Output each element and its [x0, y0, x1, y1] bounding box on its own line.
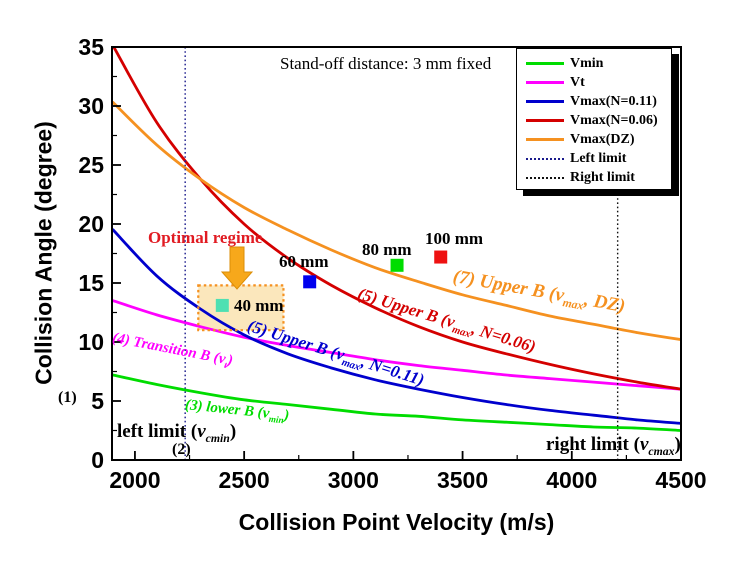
optimal-box-fill [198, 285, 284, 331]
marker-40mm [215, 298, 229, 312]
legend-item: Vmax(DZ) [517, 130, 671, 149]
x-tick-label: 2500 [218, 467, 270, 493]
x-tick-label: 3000 [327, 467, 379, 493]
optimal-regime-label: Optimal regime [148, 228, 263, 247]
limit-lines [184, 47, 619, 460]
legend-label: Vmax(DZ) [570, 131, 635, 147]
marker-60mm [303, 275, 317, 289]
legend-label: Vmin [570, 55, 604, 71]
marker-label-40mm: 40 mm [234, 296, 284, 315]
legend-swatch-solid [526, 81, 564, 84]
legend-item: Vmax(N=0.11) [517, 92, 671, 111]
legend-item: Vmax(N=0.06) [517, 111, 671, 130]
left-limit-label: left limit (vcmin) [117, 421, 237, 445]
x-tick-label: 2000 [109, 467, 161, 493]
down-arrow-icon [220, 246, 254, 290]
marker-100mm [434, 250, 448, 264]
distance-markers [215, 250, 448, 312]
y-tick-label: 10 [78, 329, 104, 355]
marker-label-80mm: 80 mm [362, 240, 412, 259]
legend-swatch-solid [526, 138, 564, 141]
curve-vmax-n-0-11- [112, 228, 681, 425]
y-tick-label: 20 [78, 211, 104, 237]
optimal-box-outline [197, 284, 285, 332]
legend-swatch-dotted [526, 157, 564, 160]
legend-item: Vt [517, 73, 671, 92]
marker-label-100mm: 100 mm [425, 229, 484, 248]
y-tick-label: 5 [91, 388, 104, 414]
standoff-note: Stand-off distance: 3 mm fixed [280, 54, 492, 73]
legend-item: Right limit [517, 168, 671, 187]
legend-label: Vmax(N=0.11) [570, 93, 657, 109]
marker-80mm [390, 258, 404, 272]
legend-label: Right limit [570, 169, 635, 185]
curves [112, 47, 681, 432]
legend-label: Vt [570, 74, 585, 90]
curve-vmin [112, 373, 681, 432]
legend-item: Vmin [517, 54, 671, 73]
optimal-regime-box [198, 285, 284, 331]
optimal-regime-box-border [197, 284, 285, 332]
legend-swatch-solid [526, 100, 564, 103]
right-limit-label: right limit (vcmax) [546, 434, 681, 458]
plot-border [111, 46, 682, 461]
region-number-1: (1) [58, 389, 77, 406]
x-tick-label: 4000 [546, 467, 598, 493]
y-tick-label: 30 [78, 93, 104, 119]
legend-label: Left limit [570, 150, 627, 166]
legend-label: Vmax(N=0.06) [570, 112, 658, 128]
x-axis-title: Collision Point Velocity (m/s) [238, 509, 555, 535]
legend-items: Vmin Vt Vmax(N=0.11) Vmax(N=0.06) Vmax(DZ) Le… [517, 54, 671, 187]
legend-swatch-dotted [526, 176, 564, 179]
region-number-2: (2) [172, 441, 191, 458]
legend-swatch-solid [526, 62, 564, 65]
axis-ticks [112, 46, 682, 461]
x-tick-label: 3500 [436, 467, 489, 493]
y-tick-label: 15 [78, 270, 104, 296]
legend-item: Left limit [517, 149, 671, 168]
legend-swatch-solid [526, 119, 564, 122]
y-tick-label: 35 [78, 34, 104, 60]
y-tick-label: 0 [91, 447, 104, 473]
curve-vmax-dz- [112, 101, 681, 341]
legend: Vmin Vt Vmax(N=0.11) Vmax(N=0.06) Vmax(DZ) Le… [516, 48, 672, 190]
y-tick-label: 25 [78, 152, 104, 178]
curve-vt [112, 299, 681, 391]
marker-label-60mm: 60 mm [279, 252, 329, 271]
x-tick-label: 4500 [655, 467, 707, 493]
